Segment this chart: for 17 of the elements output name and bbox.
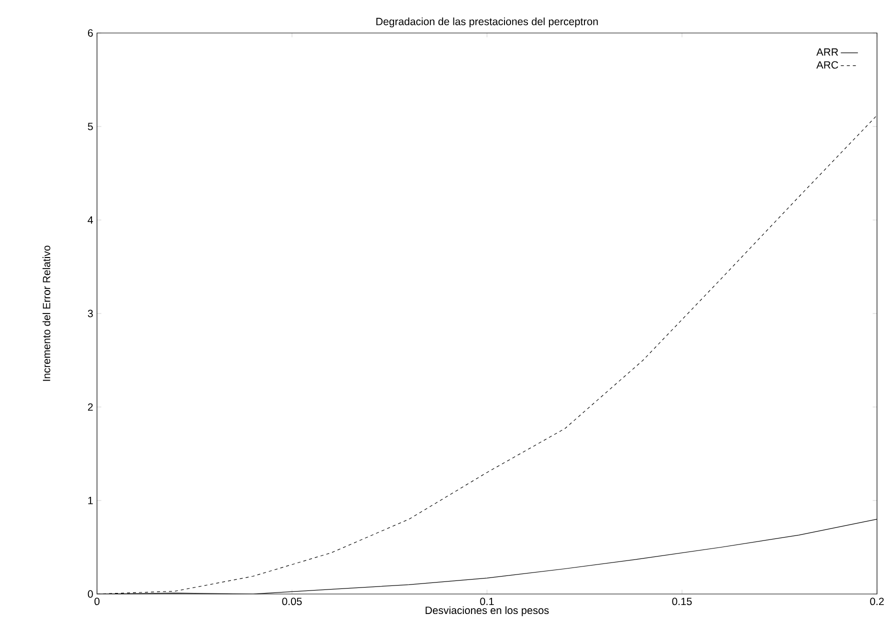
- x-axis-title: Desviaciones en los pesos: [426, 606, 549, 616]
- y-axis-title: Incremento del Error Relativo: [42, 246, 50, 381]
- legend-label: ARC: [816, 61, 838, 69]
- y-tick-label: 0: [88, 590, 93, 598]
- y-tick-label: 2: [88, 403, 93, 411]
- chart-title: Degradacion de las prestaciones del perceptron: [376, 18, 598, 28]
- y-tick-label: 6: [88, 29, 93, 37]
- x-tick-label: 0.2: [870, 598, 884, 606]
- x-tick-label: 0.15: [672, 598, 692, 606]
- legend-label: ARR: [816, 48, 838, 56]
- x-tick-label: 0.1: [480, 598, 494, 606]
- y-tick-label: 5: [88, 122, 93, 130]
- y-tick-label: 3: [88, 310, 93, 318]
- x-tick-label: 0.05: [282, 598, 302, 606]
- y-tick-label: 1: [88, 496, 93, 504]
- y-tick-label: 4: [88, 216, 93, 224]
- x-tick-label: 0: [94, 598, 100, 606]
